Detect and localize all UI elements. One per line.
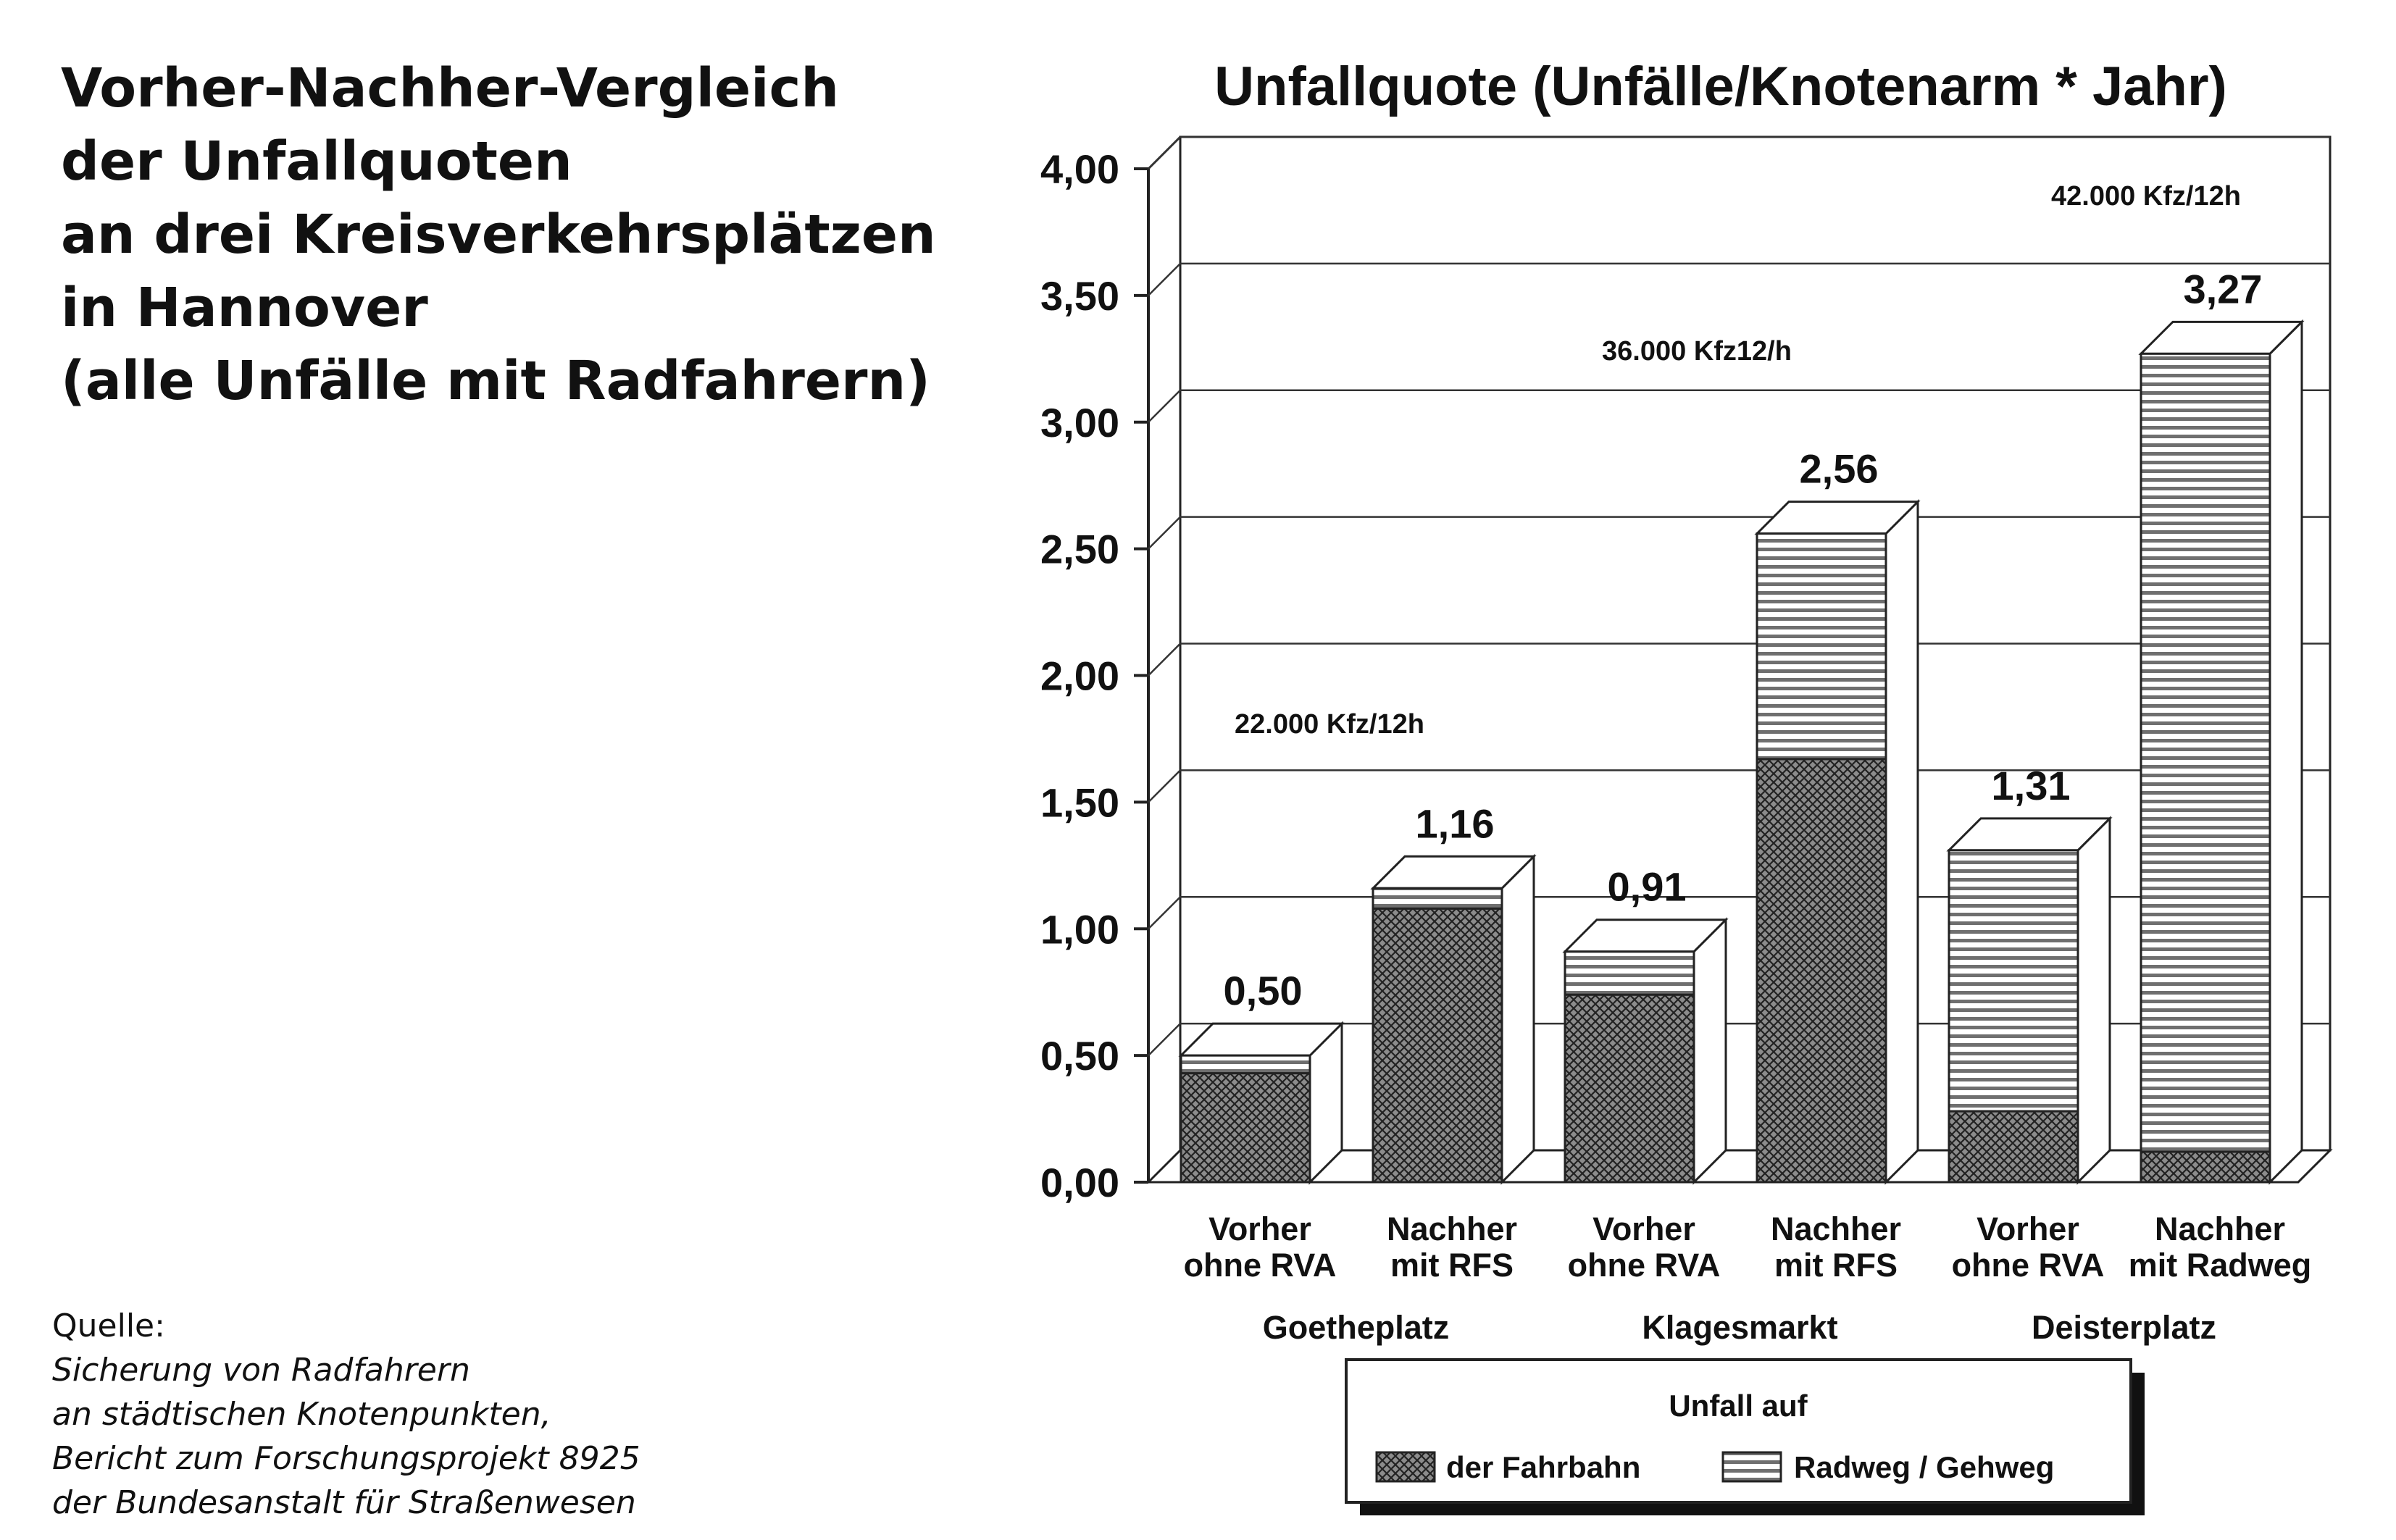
legend: Unfall auf der Fahrbahn Radweg / Gehweg [1345, 1358, 2145, 1515]
bar-total-label: 2,56 [1800, 446, 1879, 492]
x-group-label: Deisterplatz [2032, 1309, 2216, 1346]
bar-segment-fahrbahn [1180, 1072, 1311, 1184]
bar-segment-radweg [1180, 1054, 1311, 1075]
bar-segment-radweg [1564, 950, 1695, 996]
bar-segment-fahrbahn [1948, 1110, 2079, 1184]
x-category-label: ohne RVA [1568, 1247, 1721, 1284]
heading-line: der Unfallquoten [61, 130, 572, 193]
grid-side-line [1148, 389, 1181, 423]
grid-side-line [1148, 516, 1181, 550]
bar-total-label: 1,31 [1992, 763, 2071, 808]
traffic-annotation: 36.000 Kfz12/h [1602, 336, 1792, 367]
x-category-label: Vorher [1209, 1210, 1311, 1247]
bar-side-face [1884, 499, 1919, 1185]
legend-swatch-radweg [1721, 1451, 1782, 1483]
bar-segment-radweg [1948, 849, 2079, 1113]
x-category-label: Nachher [1387, 1210, 1517, 1247]
grid-side-line [1148, 769, 1181, 803]
chart-title: Unfallquote (Unfälle/Knotenarm * Jahr) [1214, 56, 2227, 117]
bar-total-label: 1,16 [1416, 800, 1495, 846]
y-tick-label: 1,00 [1040, 906, 1119, 952]
source-note: Quelle: Sicherung von Radfahrern an städ… [52, 1304, 640, 1525]
x-category-label: Nachher [1771, 1210, 1901, 1247]
bar-side-face [2076, 816, 2111, 1185]
legend-label: der Fahrbahn [1446, 1450, 1640, 1484]
x-group-label: Goetheplatz [1263, 1309, 1450, 1346]
heading-line: Vorher-Nachher-Vergleich [61, 57, 840, 120]
bar-segment-fahrbahn [2140, 1150, 2271, 1184]
y-tick-label: 2,50 [1040, 527, 1119, 572]
y-tick-label: 4,00 [1040, 146, 1119, 192]
x-category-label: mit RFS [1390, 1247, 1514, 1284]
bar-segment-fahrbahn [1756, 758, 1887, 1184]
bar-total-label: 0,50 [1224, 968, 1303, 1013]
bar-segment-fahrbahn [1564, 993, 1695, 1184]
x-group-label: Klagesmarkt [1642, 1309, 1837, 1346]
heading-line: an drei Kreisverkehrsplätzen [61, 204, 936, 266]
bar-segment-radweg [1372, 887, 1503, 910]
grid-side-line [1148, 136, 1181, 170]
x-category-label: Nachher [2155, 1210, 2285, 1247]
page-heading: Vorher-Nachher-Vergleich der Unfallquote… [61, 52, 936, 418]
y-tick-label: 0,00 [1040, 1160, 1119, 1205]
grid-side-line [1148, 262, 1181, 296]
traffic-annotation: 42.000 Kfz/12h [2051, 181, 2241, 212]
x-category-label: Vorher [1977, 1210, 2079, 1247]
legend-swatch-fahrbahn [1375, 1451, 1436, 1483]
heading-line: (alle Unfälle mit Radfahrern) [61, 350, 931, 412]
heading-line: in Hannover [61, 277, 428, 339]
source-line: Sicherung von Radfahrern [52, 1352, 470, 1389]
legend-title: Unfall auf [1669, 1389, 1808, 1423]
y-tick-label: 2,00 [1040, 653, 1119, 699]
bar-segment-radweg [2140, 352, 2271, 1153]
bar-segment-radweg [1756, 532, 1887, 761]
traffic-annotation: 22.000 Kfz/12h [1235, 709, 1424, 740]
source-line: der Bundesanstalt für Straßenwesen [52, 1484, 636, 1521]
x-category-label: ohne RVA [1952, 1247, 2105, 1284]
bar-side-face [2268, 319, 2303, 1185]
y-tick-label: 3,50 [1040, 273, 1119, 319]
y-tick-label: 3,00 [1040, 400, 1119, 445]
source-line: Bericht zum Forschungsprojekt 8925 [52, 1440, 640, 1477]
bar-side-face [1692, 917, 1727, 1185]
x-category-label: mit RFS [1774, 1247, 1898, 1284]
x-category-label: mit Radweg [2129, 1247, 2312, 1284]
y-tick-label: 0,50 [1040, 1033, 1119, 1079]
plot-area: 0,00 0,50 1,00 1,50 2,00 2,50 3,00 3,50 4,00 0,50… [1040, 135, 2333, 1346]
bar-total-label: 3,27 [2184, 266, 2263, 311]
bar-side-face [1500, 853, 1535, 1185]
x-category-label: Vorher [1593, 1210, 1695, 1247]
y-tick-label: 1,50 [1040, 779, 1119, 825]
bar-total-label: 0,91 [1608, 864, 1687, 910]
legend-label: Radweg / Gehweg [1794, 1450, 2054, 1484]
grid-side-line [1148, 643, 1181, 677]
grid-side-line [1148, 896, 1181, 930]
bar-segment-fahrbahn [1372, 907, 1503, 1184]
x-category-label: ohne RVA [1184, 1247, 1337, 1284]
source-label: Quelle: [52, 1307, 165, 1344]
grid-side-line [1148, 1023, 1181, 1057]
source-line: an städtischen Knotenpunkten, [52, 1396, 551, 1433]
